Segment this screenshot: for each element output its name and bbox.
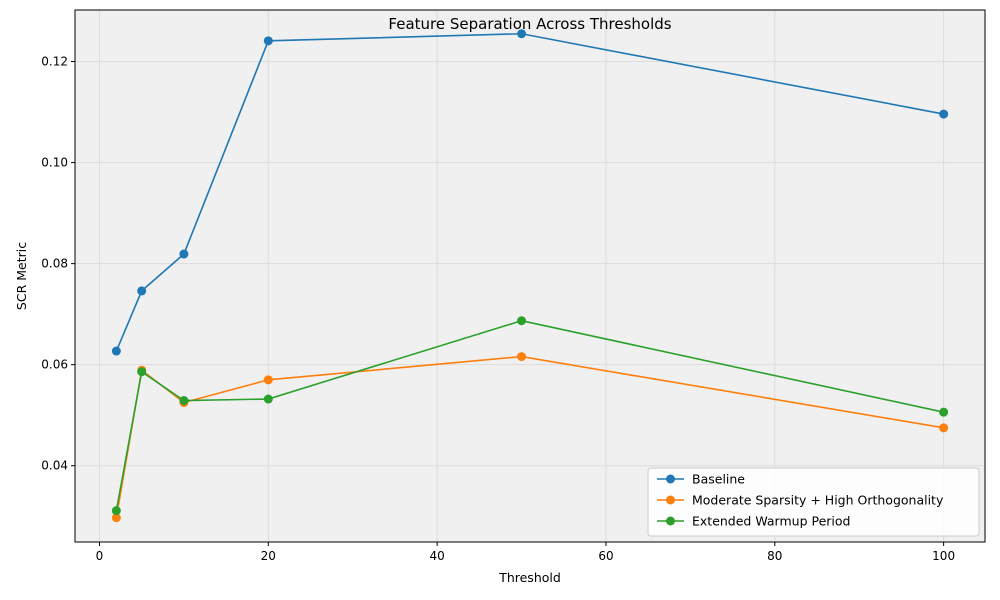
data-point [939, 407, 949, 417]
x-tick-label: 20 [261, 549, 276, 563]
x-tick-label: 40 [430, 549, 445, 563]
legend: Baseline Moderate Sparsity + High Orthogo… [647, 467, 980, 537]
x-axis-label: Threshold [498, 570, 561, 585]
series-baseline [111, 29, 949, 356]
x-tick-label: 80 [767, 549, 782, 563]
chart-title: Feature Separation Across Thresholds [388, 15, 671, 33]
data-point [263, 375, 273, 385]
series-extended-warmup-period [111, 316, 949, 516]
y-axis: 0.04 0.06 0.08 0.10 0.12 [41, 55, 75, 473]
plot-frame [74, 9, 986, 543]
y-tick-label: 0.10 [41, 156, 68, 170]
grid [75, 10, 985, 542]
data-point [517, 29, 527, 39]
legend-marker [666, 474, 675, 484]
x-axis: 0 20 40 60 80 100 [96, 542, 955, 563]
y-tick-label: 0.08 [41, 257, 68, 271]
y-axis-label: SCR Metric [14, 242, 29, 310]
data-point [263, 394, 273, 404]
y-tick-label: 0.12 [41, 55, 68, 69]
legend-label: Moderate Sparsity + High Orthogonality [692, 493, 944, 508]
legend-marker [666, 516, 675, 526]
legend-item: Moderate Sparsity + High Orthogonality [657, 493, 944, 508]
legend-item: Extended Warmup Period [657, 514, 850, 529]
y-tick-label: 0.04 [41, 459, 68, 473]
data-point [111, 506, 121, 516]
x-tick-label: 100 [932, 549, 955, 563]
data-point [137, 367, 147, 377]
legend-marker [666, 495, 675, 505]
series-line [115, 32, 944, 352]
data-point [111, 513, 121, 523]
data-point [517, 316, 527, 326]
x-tick-label: 60 [598, 549, 613, 563]
data-point [263, 36, 273, 46]
legend-box [647, 467, 980, 537]
data-point [179, 396, 189, 406]
data-point [939, 109, 949, 119]
series-line [115, 319, 944, 511]
data-point [179, 249, 189, 259]
data-point [517, 352, 527, 362]
legend-label: Extended Warmup Period [692, 514, 850, 529]
data-point [939, 423, 949, 433]
legend-label: Baseline [692, 472, 745, 487]
data-point [111, 346, 121, 356]
data-point [137, 286, 147, 296]
series-layer [111, 29, 949, 523]
legend-item: Baseline [657, 472, 745, 487]
y-tick-label: 0.06 [41, 358, 68, 372]
x-tick-label: 0 [96, 549, 104, 563]
plot-background [75, 10, 985, 542]
